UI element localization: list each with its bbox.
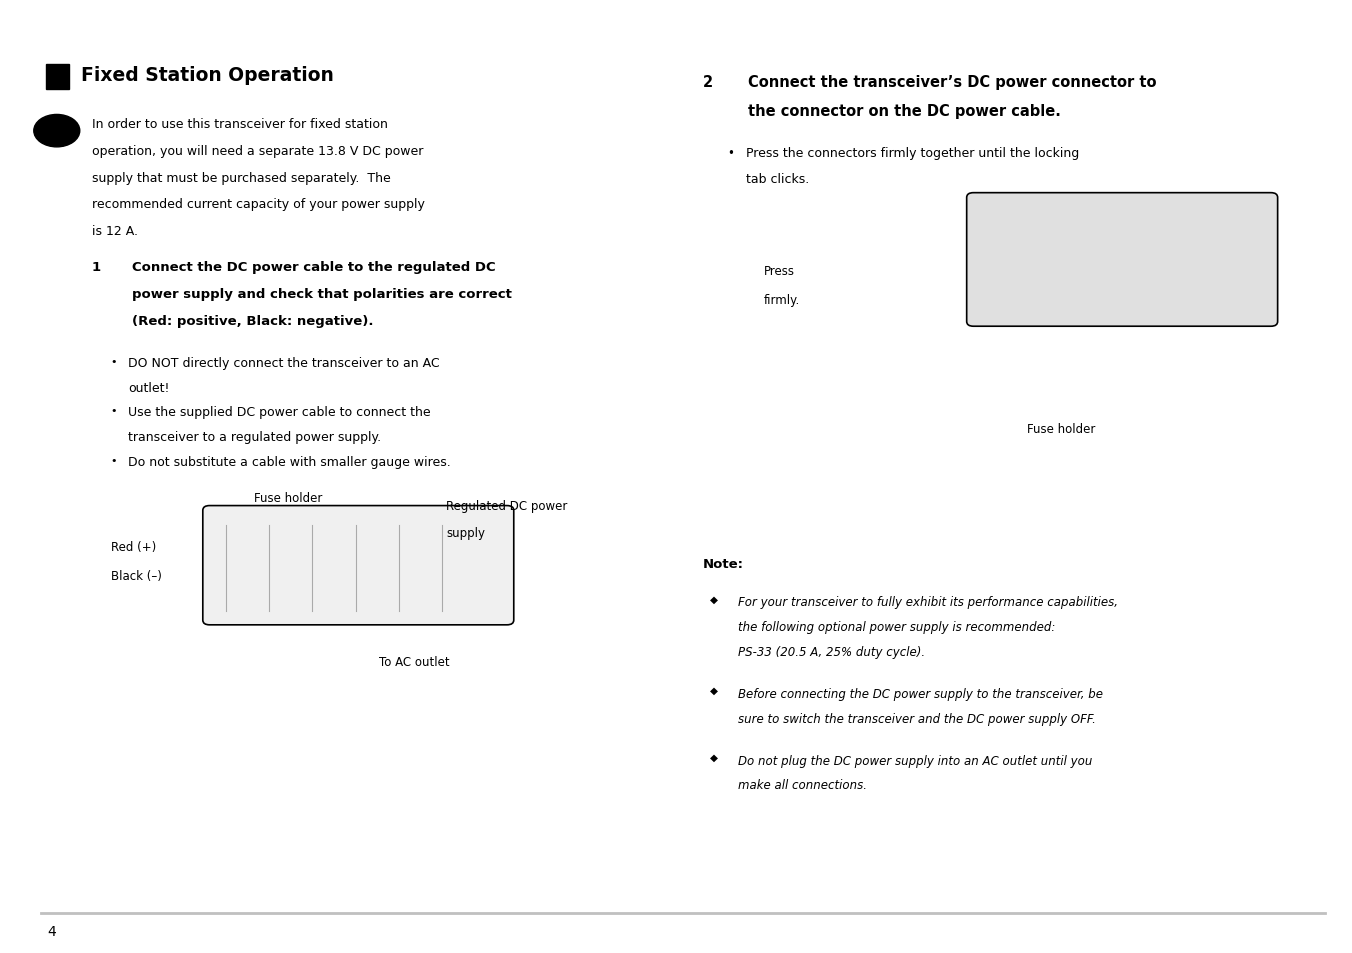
Text: •: •	[111, 406, 118, 416]
Text: 4: 4	[47, 924, 55, 939]
Text: 2: 2	[703, 75, 713, 91]
FancyBboxPatch shape	[203, 506, 514, 625]
Text: Press: Press	[764, 265, 795, 278]
Text: supply that must be purchased separately.  The: supply that must be purchased separately…	[92, 172, 391, 185]
Text: Regulated DC power: Regulated DC power	[446, 499, 568, 513]
Text: Before connecting the DC power supply to the transceiver, be: Before connecting the DC power supply to…	[738, 687, 1103, 700]
Text: Fuse holder: Fuse holder	[254, 492, 323, 505]
Text: firmly.: firmly.	[764, 294, 800, 307]
Text: Red (+): Red (+)	[111, 540, 155, 554]
Text: ◆: ◆	[710, 685, 718, 695]
Text: the following optional power supply is recommended:: the following optional power supply is r…	[738, 620, 1056, 634]
Text: supply: supply	[446, 526, 485, 539]
Text: 1: 1	[92, 261, 101, 274]
FancyBboxPatch shape	[967, 193, 1278, 327]
Text: outlet!: outlet!	[128, 381, 170, 395]
Text: In order to use this transceiver for fixed station: In order to use this transceiver for fix…	[92, 118, 388, 132]
Text: •: •	[111, 356, 118, 366]
Text: make all connections.: make all connections.	[738, 779, 867, 792]
Text: PS-33 (20.5 A, 25% duty cycle).: PS-33 (20.5 A, 25% duty cycle).	[738, 645, 925, 659]
Text: Fixed Station Operation: Fixed Station Operation	[81, 66, 334, 85]
Bar	[46, 65, 69, 90]
Text: ◆: ◆	[710, 752, 718, 761]
Text: is 12 A.: is 12 A.	[92, 225, 138, 238]
Text: ◆: ◆	[710, 594, 718, 603]
Text: Connect the DC power cable to the regulated DC: Connect the DC power cable to the regula…	[132, 261, 496, 274]
Text: Do not plug the DC power supply into an AC outlet until you: Do not plug the DC power supply into an …	[738, 754, 1092, 767]
Text: power supply and check that polarities are correct: power supply and check that polarities a…	[132, 288, 512, 301]
Text: Fuse holder: Fuse holder	[1028, 422, 1095, 436]
Text: transceiver to a regulated power supply.: transceiver to a regulated power supply.	[128, 431, 381, 444]
Text: the connector on the DC power cable.: the connector on the DC power cable.	[748, 104, 1060, 119]
Text: recommended current capacity of your power supply: recommended current capacity of your pow…	[92, 198, 425, 212]
Text: 1: 1	[51, 125, 62, 138]
Text: •: •	[111, 456, 118, 465]
Text: Black (–): Black (–)	[111, 569, 162, 582]
Text: Note:: Note:	[703, 558, 744, 571]
Text: sure to switch the transceiver and the DC power supply OFF.: sure to switch the transceiver and the D…	[738, 712, 1096, 725]
Text: For your transceiver to fully exhibit its performance capabilities,: For your transceiver to fully exhibit it…	[738, 596, 1118, 609]
Text: To AC outlet: To AC outlet	[379, 656, 449, 669]
Text: Press the connectors firmly together until the locking: Press the connectors firmly together unt…	[746, 147, 1079, 160]
Text: Do not substitute a cable with smaller gauge wires.: Do not substitute a cable with smaller g…	[128, 456, 452, 469]
Text: Connect the transceiver’s DC power connector to: Connect the transceiver’s DC power conne…	[748, 75, 1156, 91]
Text: tab clicks.: tab clicks.	[746, 172, 810, 186]
Text: Use the supplied DC power cable to connect the: Use the supplied DC power cable to conne…	[128, 406, 431, 419]
Circle shape	[34, 115, 80, 148]
Text: (Red: positive, Black: negative).: (Red: positive, Black: negative).	[132, 314, 375, 328]
Text: DO NOT directly connect the transceiver to an AC: DO NOT directly connect the transceiver …	[128, 356, 439, 370]
Text: operation, you will need a separate 13.8 V DC power: operation, you will need a separate 13.8…	[92, 145, 423, 158]
Text: •: •	[727, 147, 734, 160]
